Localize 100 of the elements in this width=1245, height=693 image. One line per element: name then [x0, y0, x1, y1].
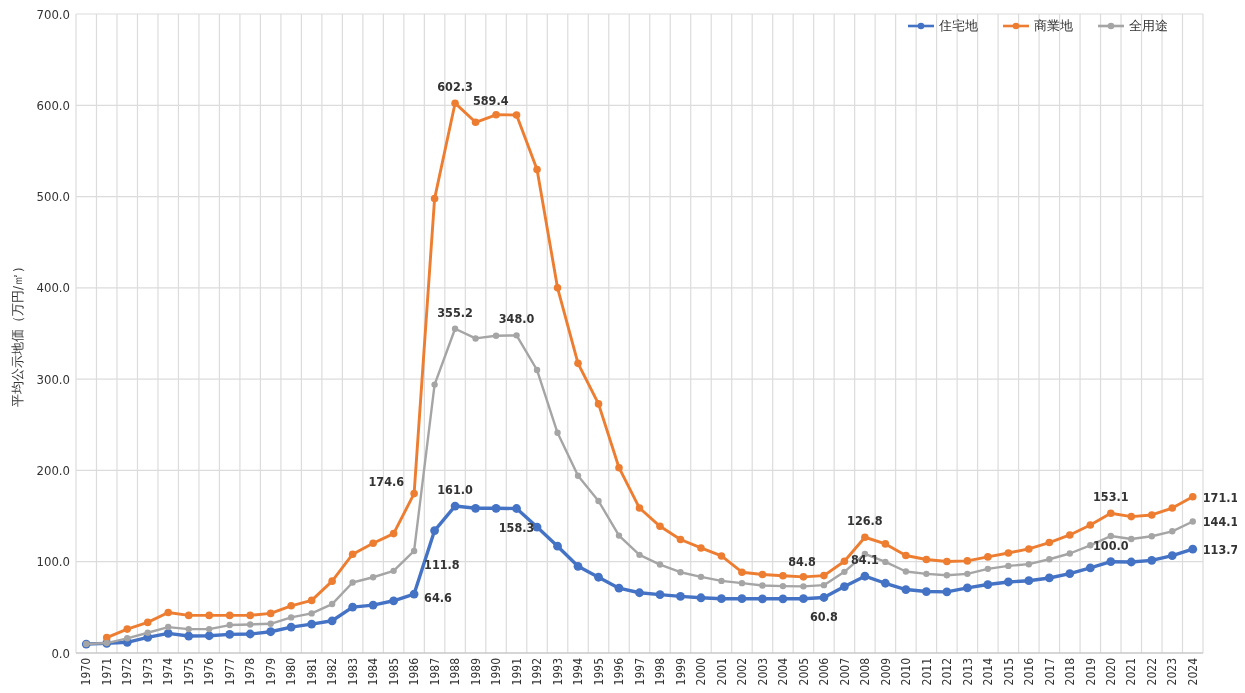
point [921, 587, 931, 596]
point [369, 539, 377, 548]
data-label: 161.0 [437, 482, 474, 498]
point [327, 616, 337, 626]
point [901, 585, 911, 594]
point [840, 557, 849, 566]
x-tick-label: 2024 [1185, 657, 1200, 686]
point [820, 581, 828, 589]
data-label: 113.7 [1202, 542, 1239, 558]
point [472, 335, 479, 342]
point [533, 366, 541, 374]
x-tick-label: 1972 [120, 658, 135, 686]
data-label: 64.6 [424, 590, 453, 606]
x-tick-label: 1980 [284, 657, 299, 686]
point [286, 622, 296, 632]
point [1168, 504, 1177, 512]
point [594, 572, 603, 582]
x-tick-label: 2018 [1063, 657, 1078, 686]
point [696, 593, 706, 603]
point [267, 620, 274, 627]
point [841, 568, 848, 576]
point [451, 325, 459, 332]
point [554, 429, 561, 437]
point [697, 573, 705, 581]
x-tick-label: 1997 [632, 658, 647, 686]
y-tick-label: 500.0 [36, 189, 70, 205]
point [307, 596, 316, 605]
x-tick-label: 2012 [940, 658, 955, 686]
x-tick-label: 2009 [878, 657, 893, 686]
point [307, 619, 317, 629]
y-tick-label: 300.0 [36, 371, 70, 387]
data-label: 589.4 [472, 92, 509, 108]
point [491, 503, 501, 513]
point [799, 594, 808, 604]
point [410, 547, 418, 555]
point [184, 611, 193, 620]
point [205, 625, 213, 633]
point [942, 587, 952, 597]
point [738, 579, 746, 587]
x-tick-label: 1975 [181, 658, 196, 686]
x-tick-label: 2003 [755, 658, 770, 686]
point [348, 602, 358, 612]
point [512, 111, 521, 119]
point [430, 194, 439, 203]
point [820, 571, 828, 580]
point [1107, 532, 1114, 540]
point [923, 570, 930, 578]
point [1024, 576, 1034, 586]
point [655, 590, 665, 599]
point [922, 555, 931, 564]
point [553, 284, 562, 292]
x-tick-label: 1973 [140, 658, 155, 686]
data-label: 348.0 [498, 311, 535, 327]
point [205, 611, 213, 620]
point [1025, 560, 1033, 568]
data-label: 158.3 [498, 520, 535, 536]
data-label: 60.8 [810, 609, 838, 625]
point [492, 332, 500, 339]
point [615, 463, 623, 472]
point [759, 582, 766, 589]
x-tick-label: 1986 [407, 657, 422, 686]
point [943, 572, 951, 579]
point [1065, 569, 1075, 578]
data-label: 126.8 [847, 513, 883, 529]
point [1087, 542, 1094, 549]
point [348, 550, 357, 559]
x-tick-label: 2023 [1165, 658, 1180, 686]
point [902, 568, 910, 575]
point [636, 551, 643, 559]
point [410, 489, 418, 498]
point [574, 359, 582, 368]
point [266, 609, 275, 618]
data-label: 355.2 [437, 304, 473, 320]
x-tick-label: 1992 [530, 658, 545, 686]
point [962, 583, 972, 593]
x-tick-label: 2007 [837, 658, 852, 686]
point [635, 504, 644, 512]
x-tick-label: 1999 [673, 657, 688, 686]
point [718, 577, 725, 585]
point [882, 558, 889, 566]
x-tick-label: 2022 [1144, 658, 1159, 686]
point [471, 503, 480, 513]
point [1066, 550, 1074, 557]
point [1148, 533, 1155, 540]
point [328, 577, 336, 585]
data-label: 84.1 [851, 552, 879, 568]
x-tick-label: 2004 [776, 657, 791, 686]
point [308, 610, 315, 617]
x-tick-label: 2019 [1083, 657, 1098, 686]
point [614, 583, 624, 593]
point [860, 571, 870, 581]
data-label: 111.8 [424, 556, 460, 572]
point [1106, 557, 1116, 567]
point [143, 618, 152, 627]
point [983, 580, 993, 589]
point [1147, 555, 1157, 565]
data-label: 174.6 [368, 473, 405, 489]
point [451, 99, 459, 107]
point [349, 579, 356, 586]
point [368, 600, 378, 610]
